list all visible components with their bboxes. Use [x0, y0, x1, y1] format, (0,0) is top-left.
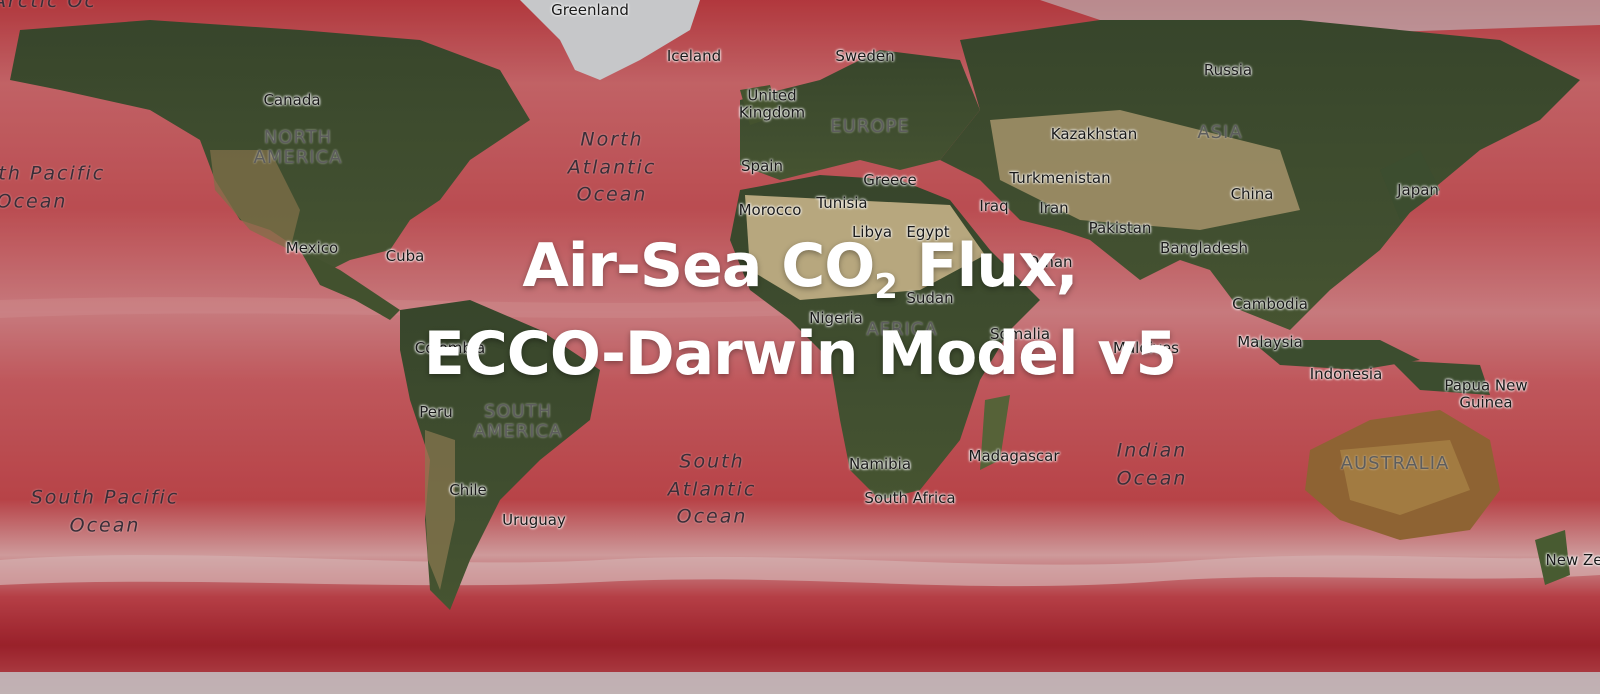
greenland-label: Greenland: [551, 0, 629, 19]
new-zealand-shape: [1535, 530, 1570, 585]
namibia-label: Namibia: [848, 454, 912, 473]
china-label: China: [1230, 184, 1274, 203]
title-part-b: Flux, ECCO-Darwin Model v5: [423, 231, 1177, 389]
south-pacific-ocean-label: South Pacific Ocean: [30, 486, 180, 536]
antarctic-ice: [0, 672, 1600, 694]
australia-label: AUSTRALIA: [1340, 453, 1450, 475]
pakistan-label: Pakistan: [1088, 218, 1152, 237]
iran-label: Iran: [1039, 198, 1069, 217]
sweden-label: Sweden: [835, 46, 895, 65]
iraq-label: Iraq: [979, 196, 1009, 215]
papua-shape: [1390, 360, 1490, 395]
south-america-label: SOUTH AMERICA: [473, 401, 563, 442]
oman-label: Oman: [1027, 252, 1073, 271]
libya-label: Libya: [851, 222, 893, 241]
south-africa-label: South Africa: [864, 488, 956, 507]
north-pacific-ocean-label: North Pacific Ocean: [0, 162, 106, 212]
australia-interior: [1340, 440, 1470, 515]
iceland-label: Iceland: [666, 46, 722, 65]
somalia-label: Somalia: [989, 324, 1051, 343]
peru-label: Peru: [419, 402, 453, 421]
ocean-streak: [0, 297, 800, 318]
title-part-a: Air-Sea CO: [522, 231, 875, 301]
europe-label: EUROPE: [830, 116, 910, 138]
uruguay-label: Uruguay: [502, 510, 566, 529]
new-zealand-label: New Ze: [1545, 550, 1600, 569]
north-america-label: NORTH AMERICA: [253, 127, 343, 168]
maldives-label: Maldives: [1113, 338, 1179, 357]
nigeria-label: Nigeria: [809, 308, 863, 327]
colombia-label: Colombia: [414, 338, 486, 357]
asia-label: ASIA: [1197, 122, 1243, 144]
cambodia-label: Cambodia: [1232, 294, 1308, 313]
canada-label: Canada: [263, 90, 321, 109]
united-kingdom-label: United Kingdom: [738, 86, 806, 121]
madagascar-shape: [980, 395, 1010, 470]
japan-shape: [1380, 150, 1440, 220]
morocco-label: Morocco: [738, 200, 802, 219]
kazakhstan-label: Kazakhstan: [1050, 124, 1138, 143]
north-america-west-desert: [210, 150, 300, 250]
cuba-label: Cuba: [385, 246, 425, 265]
central-america-shape: [300, 250, 400, 320]
russia-label: Russia: [1203, 60, 1253, 79]
sudan-label: Sudan: [906, 288, 954, 307]
chile-label: Chile: [449, 480, 487, 499]
mexico-label: Mexico: [285, 238, 339, 257]
dataset-title: Air-Sea CO2 Flux, ECCO-Darwin Model v5: [420, 222, 1180, 398]
madagascar-label: Madagascar: [968, 446, 1060, 465]
spain-label: Spain: [741, 156, 783, 175]
bangladesh-label: Bangladesh: [1160, 238, 1248, 257]
north-america-shape: [10, 20, 530, 275]
indian-ocean-label: Indian Ocean: [1116, 439, 1188, 489]
tunisia-label: Tunisia: [816, 193, 868, 212]
north-atlantic-ocean-label: North Atlantic Ocean: [567, 128, 657, 206]
indonesia-shape: [1250, 340, 1420, 370]
europe-shape: [740, 50, 980, 180]
south-atlantic-ocean-label: South Atlantic Ocean: [667, 450, 757, 528]
japan-label: Japan: [1397, 180, 1439, 199]
title-subscript: 2: [874, 267, 898, 307]
greece-label: Greece: [863, 170, 917, 189]
south-america-west-desert: [425, 430, 455, 590]
arctic-ocean-label: Arctic Oc: [0, 0, 97, 13]
uk-shape: [740, 85, 780, 125]
central-asia-desert: [990, 110, 1300, 230]
papua-new-guinea-label: Papua New Guinea: [1444, 376, 1528, 411]
africa-label: AFRICA: [866, 319, 938, 341]
greenland-shape: [520, 0, 700, 80]
arctic-ice: [1040, 0, 1600, 35]
turkmenistan-label: Turkmenistan: [1009, 168, 1111, 187]
egypt-label: Egypt: [906, 222, 950, 241]
sahara-desert: [745, 195, 985, 300]
ocean-streak: [0, 555, 1600, 587]
malaysia-label: Malaysia: [1237, 332, 1303, 351]
indonesia-label: Indonesia: [1309, 364, 1383, 383]
